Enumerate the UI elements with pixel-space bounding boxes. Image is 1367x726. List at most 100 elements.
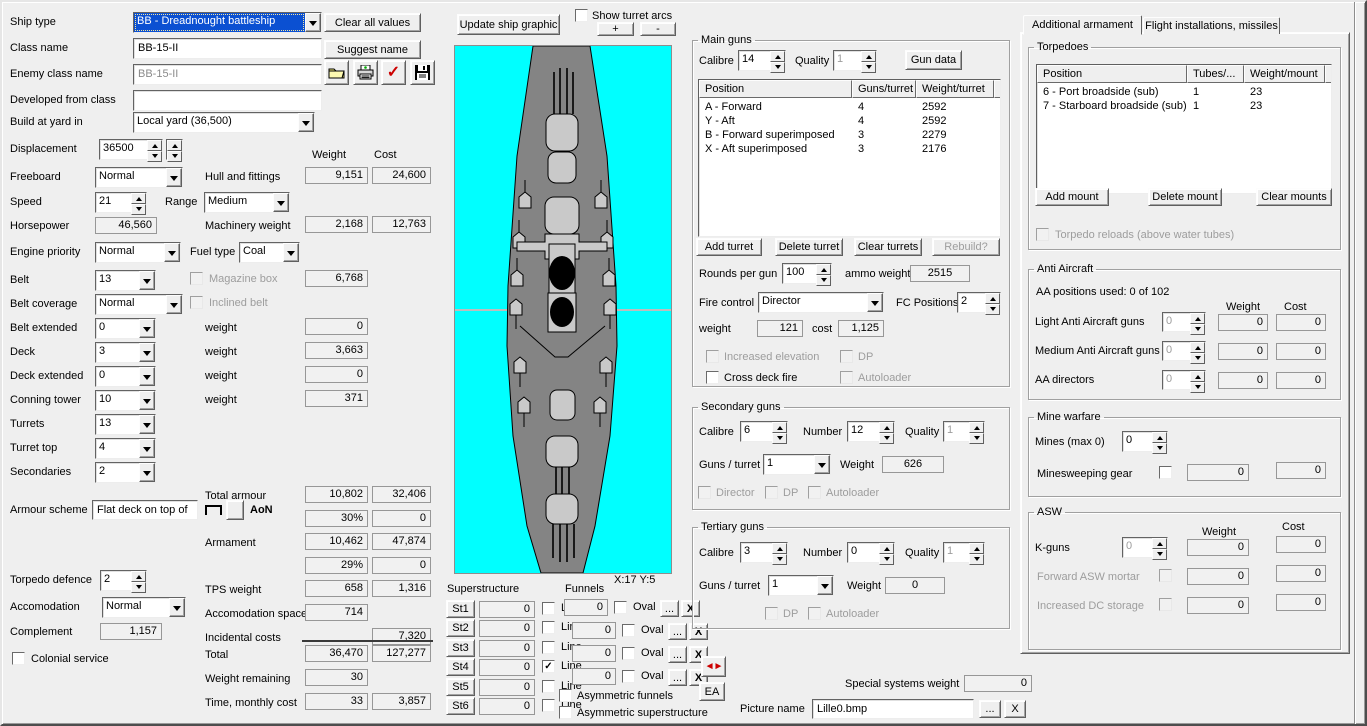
colonial-service-checkbox[interactable] — [12, 652, 25, 665]
spinner-arrows[interactable] — [969, 422, 984, 444]
st6-button[interactable]: St6 — [446, 697, 475, 715]
fuel-type-select[interactable]: Coal — [239, 242, 300, 263]
tab-flight-installations[interactable]: Flight installations, missiles — [1143, 17, 1280, 34]
clear-mounts-button[interactable]: Clear mounts — [1256, 188, 1332, 206]
funnel3-checkbox[interactable] — [622, 647, 635, 660]
chevron-down-icon[interactable] — [139, 391, 155, 410]
spinner-arrows[interactable] — [1152, 538, 1167, 560]
tertiary-quality-spinner[interactable]: 1 — [943, 542, 985, 565]
main-quality-spinner[interactable]: 1 — [833, 50, 877, 73]
funnel4-checkbox[interactable] — [622, 670, 635, 683]
funnel1-delete-button[interactable]: X — [681, 600, 700, 617]
funnel1-checkbox[interactable] — [614, 601, 627, 614]
spinner-arrows[interactable] — [969, 543, 984, 565]
main-guns-table[interactable]: Position Guns/turret Weight/turret A - F… — [698, 79, 1001, 237]
delete-turret-button[interactable]: Delete turret — [775, 238, 843, 256]
chevron-down-icon[interactable] — [164, 243, 180, 262]
increased-dc-storage-checkbox[interactable] — [1159, 598, 1172, 611]
column-weight-per-turret[interactable]: Weight/turret — [916, 80, 994, 98]
nav-arrows-button[interactable]: ◄► — [701, 656, 726, 677]
armour-scheme-button[interactable] — [226, 500, 244, 520]
add-turret-button[interactable]: Add turret — [696, 238, 762, 256]
ship-type-select[interactable]: BB - Dreadnought battleship — [133, 12, 322, 33]
chevron-down-icon[interactable] — [139, 463, 155, 482]
main-calibre-spinner[interactable]: 14 — [738, 50, 786, 73]
displacement-spinner[interactable]: 36500 — [99, 139, 163, 162]
spinner-arrows[interactable] — [1152, 432, 1167, 454]
show-turret-arcs-checkbox[interactable] — [575, 9, 588, 22]
secondary-calibre-spinner[interactable]: 6 — [740, 421, 788, 444]
chevron-down-icon[interactable] — [305, 13, 321, 32]
clear-all-values-button[interactable]: Clear all values — [324, 13, 421, 32]
chevron-down-icon[interactable] — [139, 415, 155, 434]
save-button[interactable] — [410, 60, 435, 85]
engine-priority-select[interactable]: Normal — [95, 242, 181, 263]
aa-directors-spinner[interactable]: 0 — [1162, 370, 1206, 393]
spinner-arrows[interactable] — [879, 422, 894, 444]
table-row[interactable]: Y - Aft 4 2592 — [699, 114, 1000, 128]
table-row[interactable]: A - Forward 4 2592 — [699, 100, 1000, 114]
rounds-per-gun-spinner[interactable]: 100 — [782, 263, 832, 286]
spinner-arrows[interactable] — [985, 293, 1000, 315]
table-row[interactable]: B - Forward superimposed 3 2279 — [699, 128, 1000, 142]
funnel3-browse-button[interactable]: ... — [668, 646, 687, 663]
main-dp-checkbox[interactable] — [840, 350, 853, 363]
st5-line-checkbox[interactable] — [542, 680, 555, 693]
cross-deck-fire-checkbox[interactable] — [706, 371, 719, 384]
displacement-fine-spinner[interactable] — [166, 139, 183, 162]
secondary-autoloader-checkbox[interactable] — [808, 486, 821, 499]
belt-coverage-select[interactable]: Normal — [95, 294, 183, 315]
fc-positions-spinner[interactable]: 2 — [957, 292, 1001, 315]
check-design-button[interactable]: ✓ — [381, 60, 406, 85]
chevron-down-icon[interactable] — [139, 319, 155, 338]
torpedo-mounts-table[interactable]: Position Tubes/... Weight/mount 6 - Port… — [1036, 64, 1332, 194]
st4-line-checkbox[interactable]: ✓ — [542, 660, 555, 673]
enemy-class-input[interactable]: BB-15-II — [133, 64, 322, 85]
mines-spinner[interactable]: 0 — [1122, 431, 1168, 454]
developed-from-input[interactable] — [133, 90, 322, 111]
funnel1-browse-button[interactable]: ... — [660, 600, 679, 617]
suggest-name-button[interactable]: Suggest name — [324, 40, 421, 59]
picture-name-input[interactable]: Lille0.bmp — [812, 699, 974, 719]
asymmetric-funnels-checkbox[interactable] — [559, 689, 572, 702]
forward-asw-mortar-checkbox[interactable] — [1159, 569, 1172, 582]
delete-mount-button[interactable]: Delete mount — [1148, 188, 1222, 206]
increased-elevation-checkbox[interactable] — [706, 350, 719, 363]
deck-extended-select[interactable]: 0 — [95, 366, 156, 387]
tertiary-guns-turret-select[interactable]: 1 — [768, 575, 834, 596]
spinner-arrows[interactable] — [816, 264, 831, 286]
st3-line-checkbox[interactable] — [542, 641, 555, 654]
minesweeping-gear-checkbox[interactable] — [1159, 466, 1172, 479]
st3-button[interactable]: St3 — [446, 639, 475, 657]
chevron-down-icon[interactable] — [166, 295, 182, 314]
tertiary-number-spinner[interactable]: 0 — [847, 542, 895, 565]
secondary-director-checkbox[interactable] — [698, 486, 711, 499]
torpedo-defence-spinner[interactable]: 2 — [100, 570, 147, 593]
secondary-quality-spinner[interactable]: 1 — [943, 421, 985, 444]
fire-control-select[interactable]: Director — [758, 292, 884, 313]
accomodation-select[interactable]: Normal — [102, 597, 186, 618]
st2-button[interactable]: St2 — [446, 619, 475, 637]
tertiary-dp-checkbox[interactable] — [765, 607, 778, 620]
clear-turrets-button[interactable]: Clear turrets — [854, 238, 922, 256]
chevron-down-icon[interactable] — [139, 343, 155, 362]
spinner-arrows[interactable] — [131, 193, 146, 215]
table-row[interactable]: 7 - Starboard broadside (sub) 1 23 — [1037, 99, 1331, 113]
inclined-belt-checkbox[interactable] — [190, 296, 203, 309]
secondaries-select[interactable]: 2 — [95, 462, 156, 483]
column-tubes[interactable]: Tubes/... — [1187, 65, 1244, 83]
belt-extended-select[interactable]: 0 — [95, 318, 156, 339]
chevron-down-icon[interactable] — [139, 271, 155, 290]
spinner-arrows[interactable] — [147, 140, 162, 162]
column-position[interactable]: Position — [699, 80, 852, 98]
chevron-down-icon[interactable] — [169, 598, 185, 617]
gun-data-button[interactable]: Gun data — [905, 50, 962, 70]
deck-select[interactable]: 3 — [95, 342, 156, 363]
update-ship-graphic-button[interactable]: Update ship graphic — [457, 14, 560, 35]
range-select[interactable]: Medium — [204, 192, 290, 213]
spinner-arrows[interactable] — [772, 543, 787, 565]
funnel2-delete-button[interactable]: X — [689, 623, 708, 640]
chevron-down-icon[interactable] — [298, 113, 314, 132]
column-weight-mount[interactable]: Weight/mount — [1244, 65, 1325, 83]
turret-top-select[interactable]: 4 — [95, 438, 156, 459]
